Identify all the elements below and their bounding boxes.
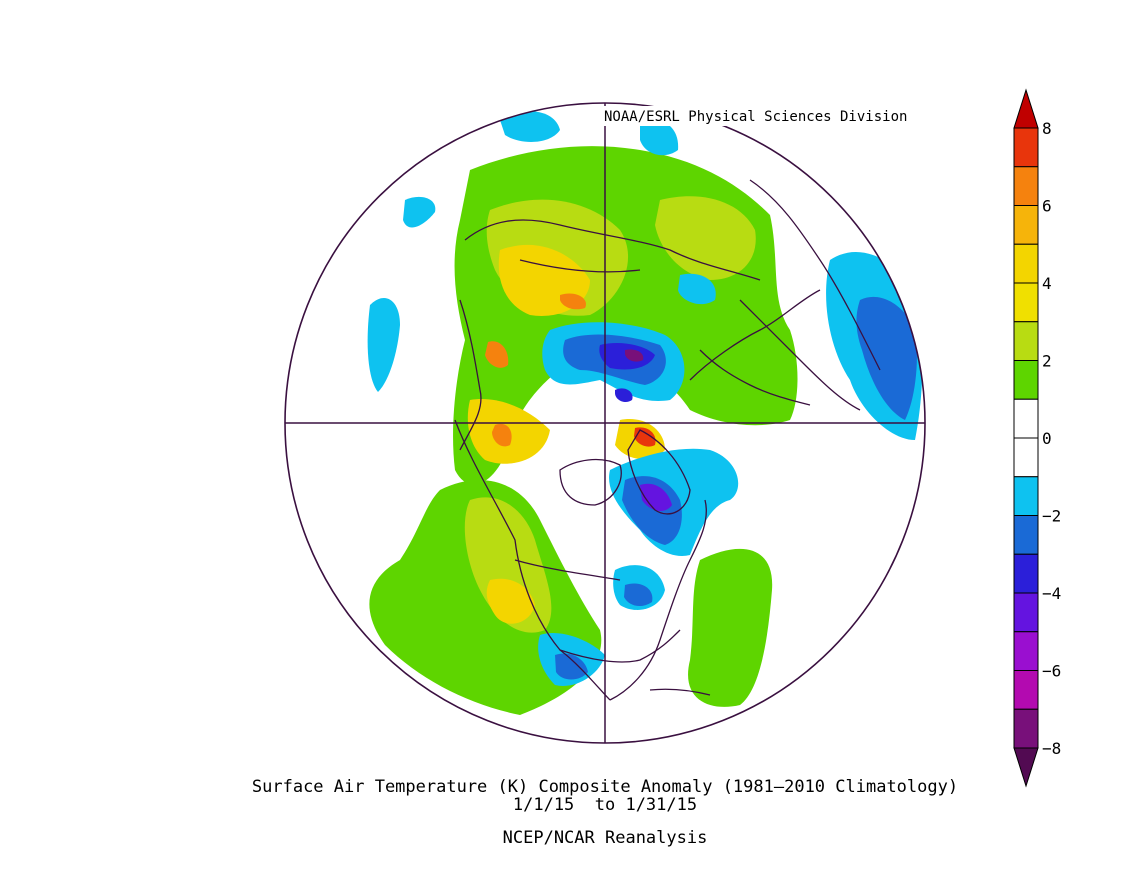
- polar-map: [284, 102, 926, 744]
- cool-region-north-pacific: [367, 297, 400, 392]
- cold-core-pole: [615, 388, 633, 403]
- colorbar-arrow-bottom: [1013, 747, 1039, 788]
- colorbar-swatch: [1013, 708, 1039, 749]
- cold-core-east-asia: [856, 296, 917, 420]
- colorbar-tick-label: 0: [1042, 429, 1052, 448]
- colorbar-tick-label: −6: [1042, 662, 1061, 681]
- dataset-name: NCEP/NCAR Reanalysis: [503, 828, 708, 848]
- colorbar-swatch: [1013, 631, 1039, 671]
- colorbar-tick-label: −4: [1042, 584, 1061, 603]
- cold-core-mexico: [555, 653, 588, 680]
- colorbar-tick-label: 8: [1042, 119, 1052, 138]
- coast-north-america-east: [609, 499, 707, 701]
- coast-caribbean: [649, 688, 711, 696]
- cool-region-scandinavia: [403, 196, 436, 228]
- colorbar-swatch: [1013, 476, 1039, 516]
- colorbar-swatch: [1013, 553, 1039, 594]
- map-outline: [284, 102, 926, 744]
- colorbar: 8 6 4 2 0 −2 −4 −6 −8: [1013, 88, 1061, 788]
- cold-core-hudson-deep: [640, 483, 672, 512]
- date-range: 1/1/15 to 1/31/15: [513, 795, 697, 815]
- warm-region-atlantic: [688, 548, 773, 707]
- colorbar-tick-label: 2: [1042, 352, 1052, 371]
- coast-greenland: [627, 429, 691, 515]
- border-europe: [699, 349, 811, 406]
- colorbar-tick-label: −8: [1042, 739, 1061, 758]
- colorbar-swatch: [1013, 398, 1039, 439]
- credit-text: NOAA/ESRL Physical Sciences Division: [604, 109, 907, 125]
- coastlines: [454, 179, 881, 701]
- colorbar-swatch: [1013, 437, 1039, 478]
- colorbar-swatch: [1013, 515, 1039, 555]
- hot-spot-1: [485, 341, 509, 368]
- cool-region-asia-top: [500, 111, 560, 142]
- warm-core-canada: [486, 578, 535, 624]
- warm-core-europe: [655, 196, 756, 280]
- colorbar-tick-label: 4: [1042, 274, 1052, 293]
- hot-spot-2: [492, 423, 512, 447]
- colorbar-tick-label: 6: [1042, 197, 1052, 216]
- coast-canadian-archipelago: [559, 458, 622, 506]
- colorbar-swatch: [1013, 670, 1039, 710]
- colorbar-swatch: [1013, 205, 1039, 245]
- cold-core-hudson: [622, 476, 682, 545]
- colorbar-swatch: [1013, 321, 1039, 361]
- credit-background: [598, 106, 923, 126]
- border-asia-2: [739, 299, 861, 411]
- colorbar-swatch: [1013, 243, 1039, 284]
- figure-title: Surface Air Temperature (K) Composite An…: [252, 777, 958, 797]
- colorbar-arrow-top: [1013, 88, 1039, 129]
- colorbar-swatch: [1013, 127, 1039, 168]
- border-asia-1: [519, 259, 641, 273]
- coast-siberia: [464, 219, 761, 281]
- colorbar-swatch: [1013, 592, 1039, 633]
- cold-core-east-us: [624, 583, 653, 607]
- cool-region-asia-top-2: [640, 118, 679, 156]
- coast-east-asia-interior: [749, 179, 881, 371]
- cool-region-europe: [678, 273, 716, 305]
- colorbar-swatch: [1013, 166, 1039, 206]
- cold-core-deepest: [625, 349, 644, 362]
- coast-asia-east: [459, 299, 482, 451]
- border-us-canada: [514, 559, 621, 581]
- coast-north-america-west: [454, 419, 611, 701]
- colorbar-swatch: [1013, 282, 1039, 323]
- colorbar-tick-label: −2: [1042, 507, 1061, 526]
- coast-gulf-mexico: [559, 629, 681, 663]
- colorbar-swatch: [1013, 360, 1039, 400]
- hot-spot-4: [560, 293, 586, 310]
- coast-europe: [689, 289, 821, 381]
